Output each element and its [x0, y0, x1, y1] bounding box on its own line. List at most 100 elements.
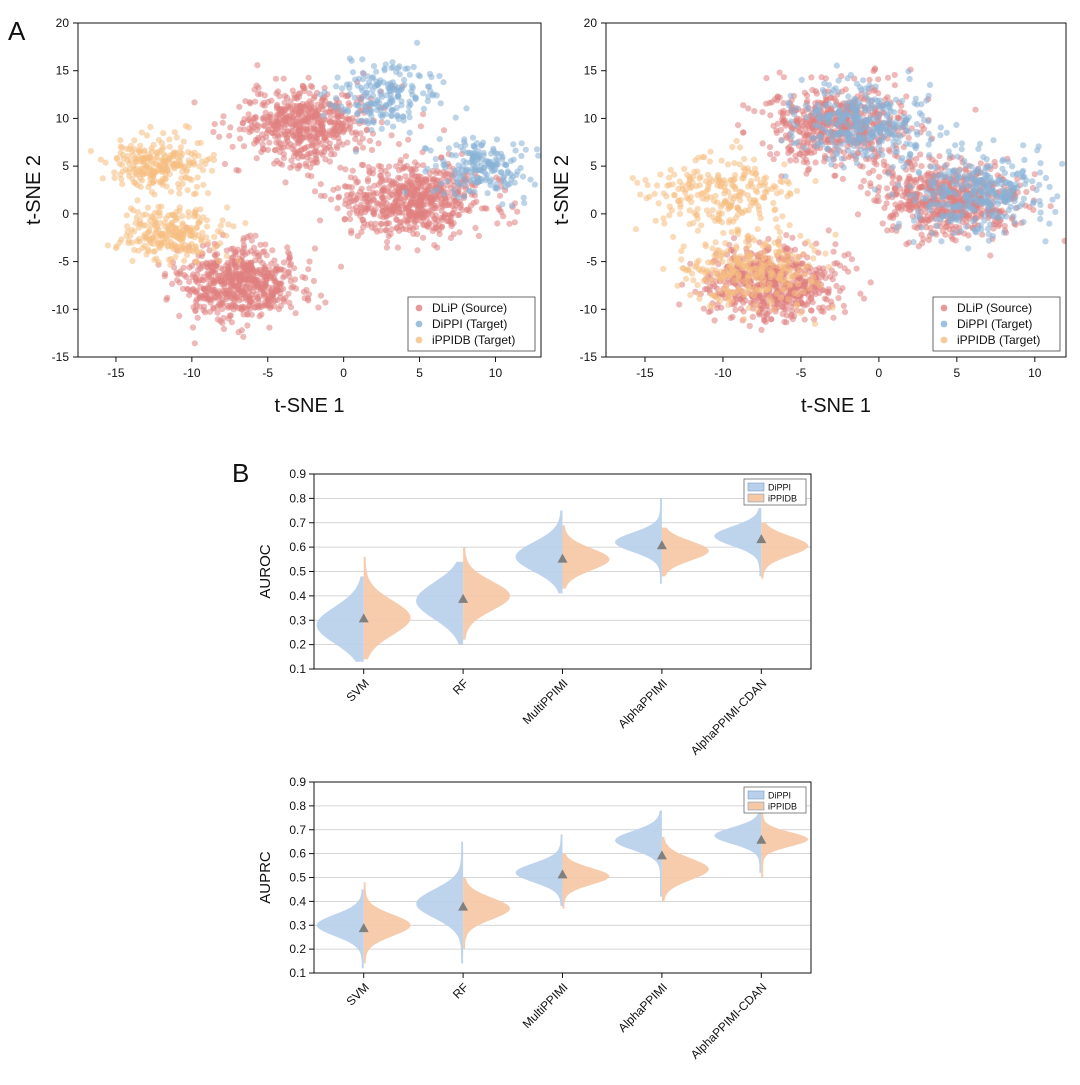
scatter-point [273, 265, 280, 273]
scatter-point [185, 124, 192, 131]
scatter-point [827, 117, 834, 124]
scatter-point [788, 118, 795, 125]
scatter-point [346, 116, 353, 123]
scatter-point [142, 235, 149, 242]
scatter-point [176, 312, 183, 319]
scatter-point [230, 245, 237, 252]
scatter-point [378, 125, 385, 132]
scatter-point [937, 124, 944, 131]
scatter-point [363, 107, 370, 115]
scatter-point [355, 118, 362, 125]
scatter-point [306, 90, 313, 97]
scatter-point [197, 139, 204, 146]
scatter-point [866, 76, 873, 83]
scatter-point [186, 232, 194, 239]
scatter-point [180, 221, 187, 228]
scatter-point [454, 180, 461, 187]
scatter-point [1042, 174, 1049, 182]
scatter-point [796, 150, 803, 157]
scatter-point [429, 227, 436, 234]
scatter-point [821, 117, 829, 124]
scatter-point [1037, 160, 1044, 167]
scatter-point [375, 162, 382, 169]
scatter-point [381, 67, 388, 74]
scatter-point [925, 92, 932, 99]
scatter-point [451, 187, 458, 194]
scatter-point [803, 130, 811, 137]
scatter-point [406, 71, 413, 78]
scatter-point [452, 114, 459, 121]
scatter-point [829, 133, 836, 140]
scatter-point [280, 274, 287, 281]
scatter-point [272, 75, 279, 82]
scatter-point [161, 219, 168, 226]
scatter-point [295, 162, 302, 169]
scatter-point [490, 145, 497, 152]
scatter-point [508, 202, 515, 209]
scatter-point [156, 161, 163, 168]
scatter-point [87, 147, 94, 155]
scatter-point [687, 260, 694, 267]
scatter-point [317, 217, 324, 224]
scatter-point [310, 94, 317, 102]
scatter-point [833, 282, 840, 290]
scatter-point [166, 143, 173, 150]
scatter-point [408, 88, 415, 95]
scatter-point [916, 191, 924, 198]
scatter-point [420, 209, 427, 216]
scatter-point [925, 130, 932, 137]
scatter-point [290, 115, 297, 122]
scatter-point [890, 138, 897, 145]
scatter-point [411, 159, 419, 166]
scatter-point [265, 113, 272, 120]
scatter-point [363, 193, 370, 200]
scatter-point [1023, 188, 1030, 196]
scatter-point [242, 276, 249, 283]
scatter-point [326, 118, 333, 125]
scatter-point [192, 190, 199, 197]
scatter-point [518, 152, 525, 160]
scatter-point [200, 181, 207, 188]
scatter-point [339, 141, 346, 148]
scatter-point [396, 71, 403, 78]
scatter-point [905, 128, 912, 135]
scatter-point [297, 137, 304, 144]
scatter-point [430, 176, 437, 183]
scatter-point [779, 310, 786, 318]
scatter-point [281, 123, 288, 131]
scatter-point [785, 102, 793, 109]
scatter-point [153, 255, 160, 262]
scatter-point [393, 225, 400, 232]
scatter-point [803, 114, 810, 121]
y-tick-label: 0 [62, 207, 69, 221]
scatter-point [751, 108, 758, 115]
scatter-point [282, 139, 289, 147]
scatter-point [347, 174, 354, 181]
scatter-point [776, 69, 783, 76]
scatter-point [436, 136, 443, 143]
scatter-point [512, 147, 519, 154]
scatter-point [395, 174, 402, 181]
scatter-point [808, 74, 815, 81]
scatter-point [302, 160, 309, 167]
scatter-point [471, 150, 478, 157]
scatter-point [289, 87, 296, 94]
scatter-point [133, 156, 140, 163]
scatter-point [288, 157, 295, 164]
scatter-point [124, 223, 131, 230]
scatter-point [987, 252, 994, 259]
scatter-point [918, 224, 925, 231]
scatter-point [276, 143, 283, 150]
scatter-point [392, 197, 399, 204]
scatter-point [203, 234, 210, 241]
scatter-point [160, 144, 167, 151]
scatter-point [319, 151, 326, 158]
scatter-point [281, 128, 288, 136]
scatter-point [123, 145, 130, 152]
scatter-point [338, 122, 345, 129]
scatter-point [455, 194, 462, 201]
scatter-point [911, 161, 918, 168]
scatter-point [807, 307, 815, 314]
scatter-point [838, 155, 846, 162]
scatter-point [805, 148, 813, 155]
